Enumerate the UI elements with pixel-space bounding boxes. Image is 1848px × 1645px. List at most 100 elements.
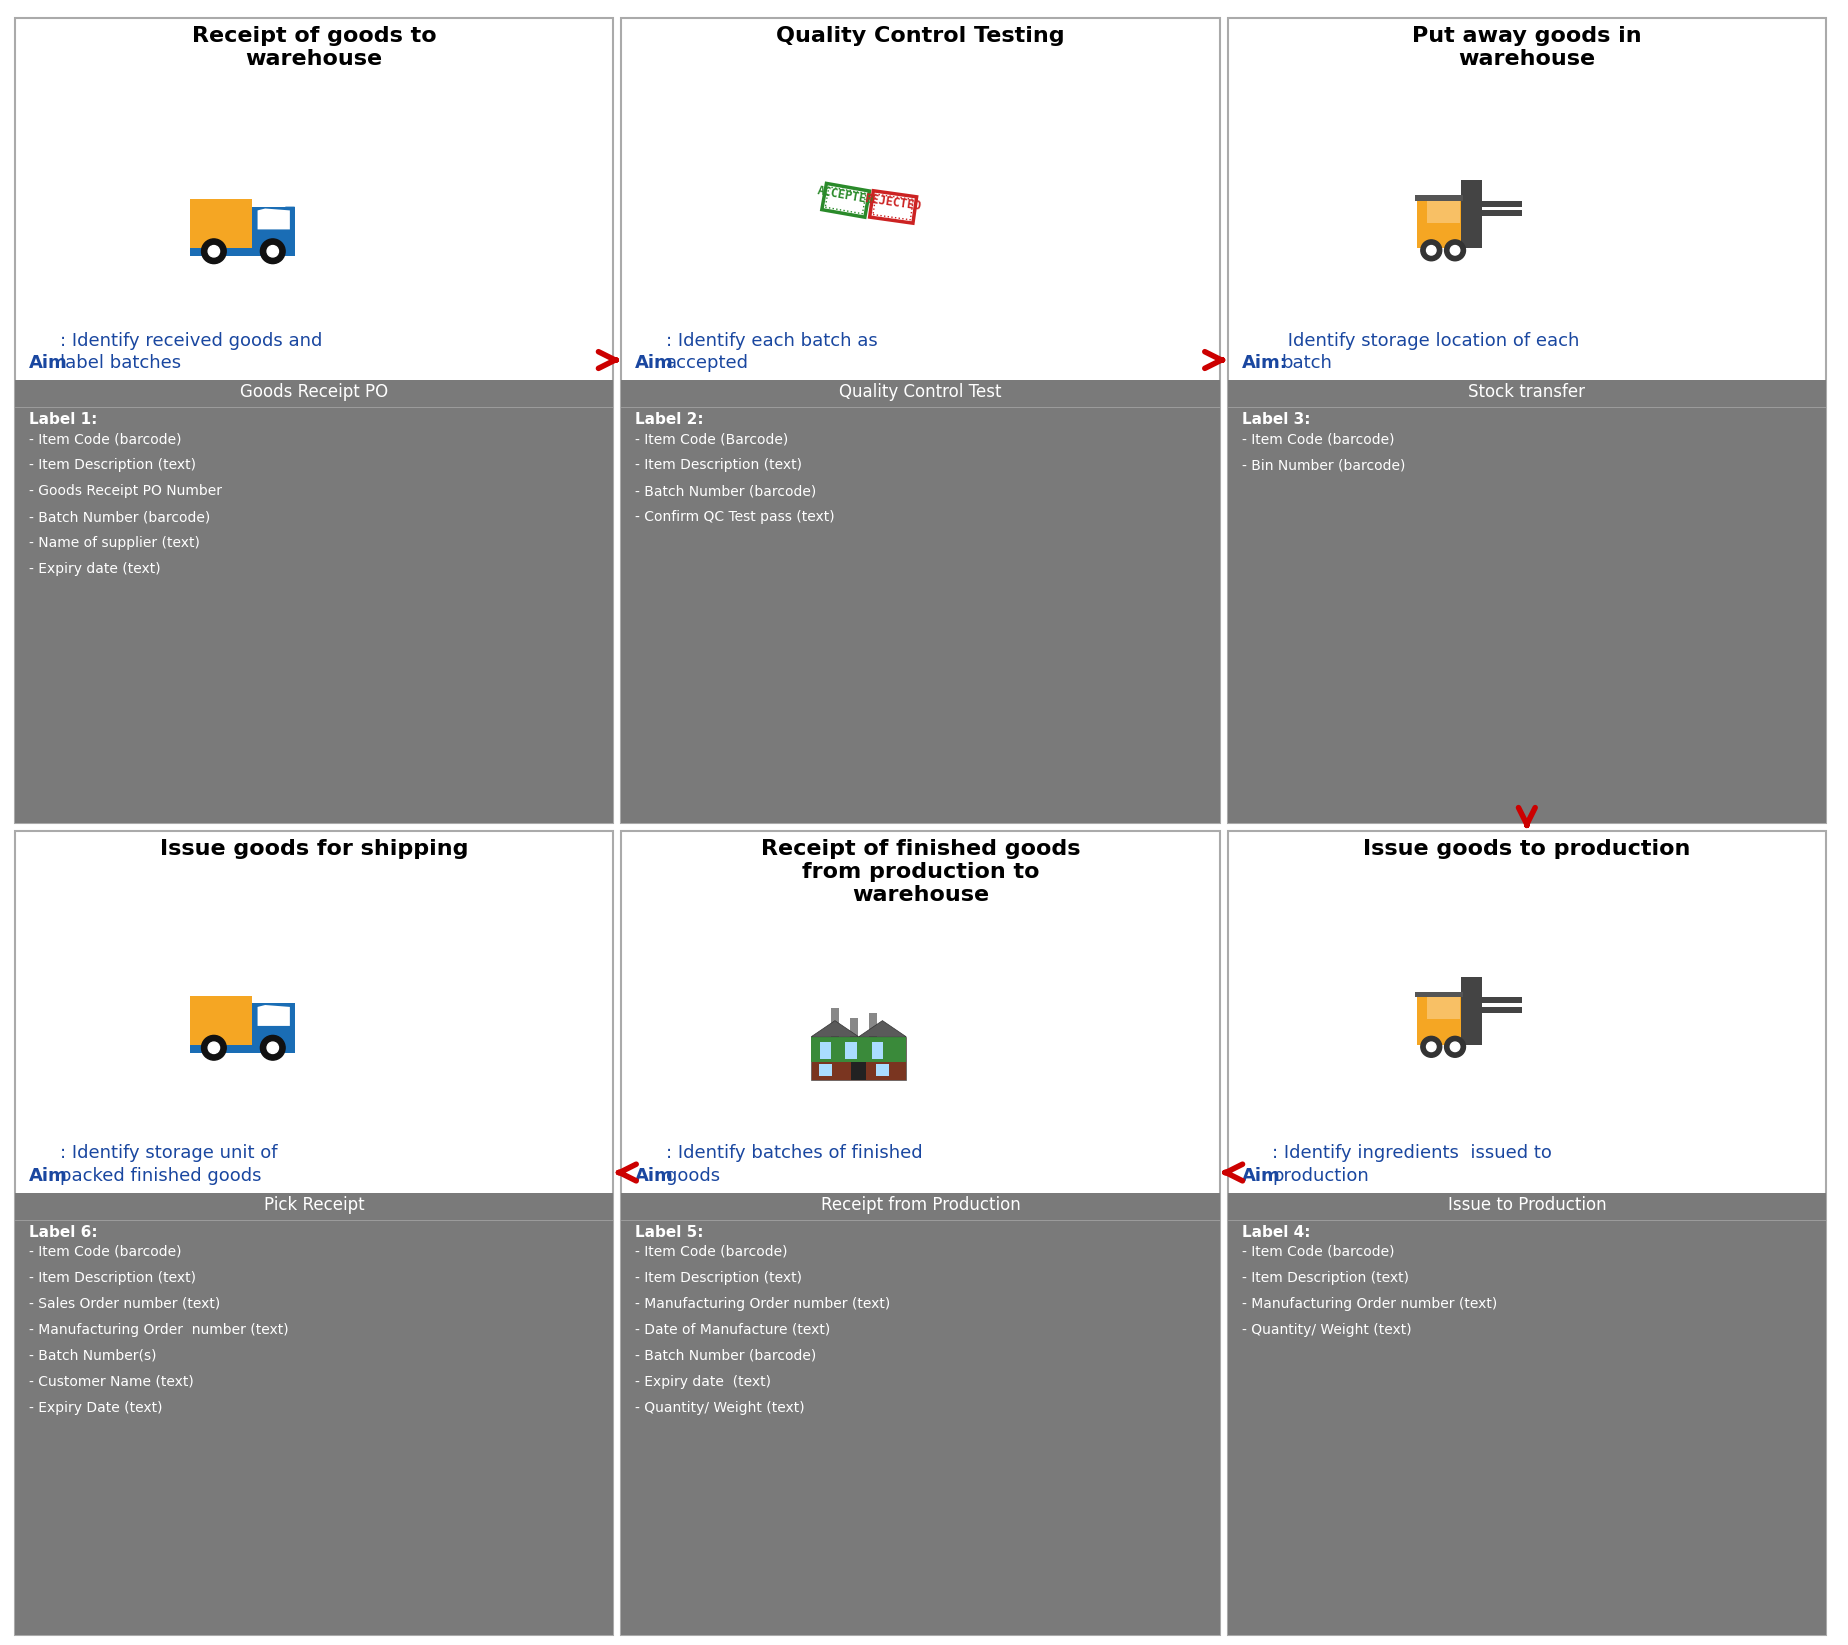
FancyBboxPatch shape xyxy=(1227,380,1826,822)
Polygon shape xyxy=(869,1013,876,1043)
Polygon shape xyxy=(1414,196,1462,201)
FancyBboxPatch shape xyxy=(15,831,614,1635)
Text: ACCEPTED: ACCEPTED xyxy=(817,184,874,207)
Text: - Batch Number(s): - Batch Number(s) xyxy=(30,1349,157,1362)
Circle shape xyxy=(1449,245,1458,255)
FancyBboxPatch shape xyxy=(1227,831,1826,1635)
Text: - Item Description (text): - Item Description (text) xyxy=(30,457,196,472)
Polygon shape xyxy=(1416,201,1462,248)
FancyBboxPatch shape xyxy=(621,380,1220,822)
Text: Stock transfer: Stock transfer xyxy=(1467,383,1584,401)
Polygon shape xyxy=(190,995,251,1045)
Circle shape xyxy=(209,1041,220,1053)
Polygon shape xyxy=(1480,201,1521,207)
Text: Aim: Aim xyxy=(1242,1166,1279,1184)
Text: - Customer Name (text): - Customer Name (text) xyxy=(30,1375,194,1388)
Circle shape xyxy=(1443,240,1465,262)
Polygon shape xyxy=(876,1064,889,1076)
Text: - Item Code (barcode): - Item Code (barcode) xyxy=(1242,433,1393,446)
Polygon shape xyxy=(190,248,294,257)
Circle shape xyxy=(266,1041,279,1053)
Text: - Item Description (text): - Item Description (text) xyxy=(636,457,802,472)
Polygon shape xyxy=(811,1036,906,1063)
Polygon shape xyxy=(872,1041,883,1059)
Text: - Name of supplier (text): - Name of supplier (text) xyxy=(30,536,200,549)
Text: Aim: Aim xyxy=(636,1166,675,1184)
Text: - Sales Order number (text): - Sales Order number (text) xyxy=(30,1296,220,1311)
Polygon shape xyxy=(1414,992,1462,997)
Text: Label 5:: Label 5: xyxy=(636,1224,704,1240)
Polygon shape xyxy=(190,199,251,248)
Text: - Expiry Date (text): - Expiry Date (text) xyxy=(30,1400,163,1415)
Text: Label 1:: Label 1: xyxy=(30,411,98,428)
Circle shape xyxy=(1449,1041,1458,1051)
Text: Goods Receipt PO: Goods Receipt PO xyxy=(240,383,388,401)
FancyBboxPatch shape xyxy=(621,1193,1220,1635)
Polygon shape xyxy=(251,207,294,248)
FancyBboxPatch shape xyxy=(15,380,614,822)
Circle shape xyxy=(1427,245,1436,255)
Text: Issue goods to production: Issue goods to production xyxy=(1362,839,1689,859)
Polygon shape xyxy=(845,1041,856,1059)
Text: : Identify storage unit of
packed finished goods: : Identify storage unit of packed finish… xyxy=(59,1145,277,1184)
Text: Label 2:: Label 2: xyxy=(636,411,704,428)
Text: - Manufacturing Order  number (text): - Manufacturing Order number (text) xyxy=(30,1323,288,1336)
Text: - Date of Manufacture (text): - Date of Manufacture (text) xyxy=(636,1323,830,1336)
Text: Receipt of goods to
warehouse: Receipt of goods to warehouse xyxy=(192,26,436,69)
Polygon shape xyxy=(819,1041,832,1059)
Text: Aim: Aim xyxy=(30,354,68,372)
Text: - Confirm QC Test pass (text): - Confirm QC Test pass (text) xyxy=(636,510,835,525)
Text: - Item Code (barcode): - Item Code (barcode) xyxy=(30,1245,181,1258)
Text: : Identify ingredients  issued to
production: : Identify ingredients issued to product… xyxy=(1271,1145,1550,1184)
Text: Pick Receipt: Pick Receipt xyxy=(264,1196,364,1214)
Polygon shape xyxy=(1480,997,1521,1003)
Text: Identify storage location of each
batch: Identify storage location of each batch xyxy=(1281,332,1578,372)
Polygon shape xyxy=(257,1005,290,1026)
Text: Receipt from Production: Receipt from Production xyxy=(821,1196,1020,1214)
Polygon shape xyxy=(869,191,917,224)
FancyBboxPatch shape xyxy=(1227,18,1826,822)
Polygon shape xyxy=(850,1018,857,1043)
Text: - Quantity/ Weight (text): - Quantity/ Weight (text) xyxy=(636,1400,804,1415)
Polygon shape xyxy=(251,1003,294,1010)
Circle shape xyxy=(201,239,225,263)
Text: - Quantity/ Weight (text): - Quantity/ Weight (text) xyxy=(1242,1323,1410,1336)
Polygon shape xyxy=(1480,1007,1521,1013)
Polygon shape xyxy=(1427,201,1458,222)
Polygon shape xyxy=(819,1064,832,1076)
Polygon shape xyxy=(1480,211,1521,215)
Text: - Batch Number (barcode): - Batch Number (barcode) xyxy=(30,510,211,525)
Polygon shape xyxy=(811,1020,857,1036)
Circle shape xyxy=(261,239,285,263)
Text: - Item Description (text): - Item Description (text) xyxy=(30,1270,196,1285)
Text: Label 4:: Label 4: xyxy=(1242,1224,1310,1240)
Polygon shape xyxy=(811,1036,906,1079)
Text: - Item Description (text): - Item Description (text) xyxy=(1242,1270,1408,1285)
Text: Put away goods in
warehouse: Put away goods in warehouse xyxy=(1412,26,1641,69)
Text: Quality Control Testing: Quality Control Testing xyxy=(776,26,1064,46)
Text: Aim: Aim xyxy=(30,1166,68,1184)
Text: Receipt of finished goods
from production to
warehouse: Receipt of finished goods from productio… xyxy=(760,839,1079,905)
Text: Label 6:: Label 6: xyxy=(30,1224,98,1240)
Text: - Manufacturing Order number (text): - Manufacturing Order number (text) xyxy=(636,1296,891,1311)
FancyBboxPatch shape xyxy=(621,18,1220,822)
Circle shape xyxy=(1443,1036,1465,1058)
Text: - Expiry date (text): - Expiry date (text) xyxy=(30,563,161,576)
Text: Label 3:: Label 3: xyxy=(1242,411,1310,428)
Text: - Item Code (barcode): - Item Code (barcode) xyxy=(1242,1245,1393,1258)
Polygon shape xyxy=(1460,179,1480,248)
Text: - Goods Receipt PO Number: - Goods Receipt PO Number xyxy=(30,484,222,498)
Text: - Manufacturing Order number (text): - Manufacturing Order number (text) xyxy=(1242,1296,1497,1311)
Circle shape xyxy=(261,1035,285,1059)
Circle shape xyxy=(1427,1041,1436,1051)
Text: Quality Control Test: Quality Control Test xyxy=(839,383,1002,401)
Text: - Batch Number (barcode): - Batch Number (barcode) xyxy=(636,1349,817,1362)
Text: REJECTED: REJECTED xyxy=(863,192,922,212)
Circle shape xyxy=(1419,240,1441,262)
FancyBboxPatch shape xyxy=(15,1193,614,1635)
Circle shape xyxy=(266,245,279,257)
Text: - Batch Number (barcode): - Batch Number (barcode) xyxy=(636,484,817,498)
Circle shape xyxy=(1419,1036,1441,1058)
Polygon shape xyxy=(1460,977,1480,1045)
Text: : Identify received goods and
label batches: : Identify received goods and label batc… xyxy=(59,332,322,372)
